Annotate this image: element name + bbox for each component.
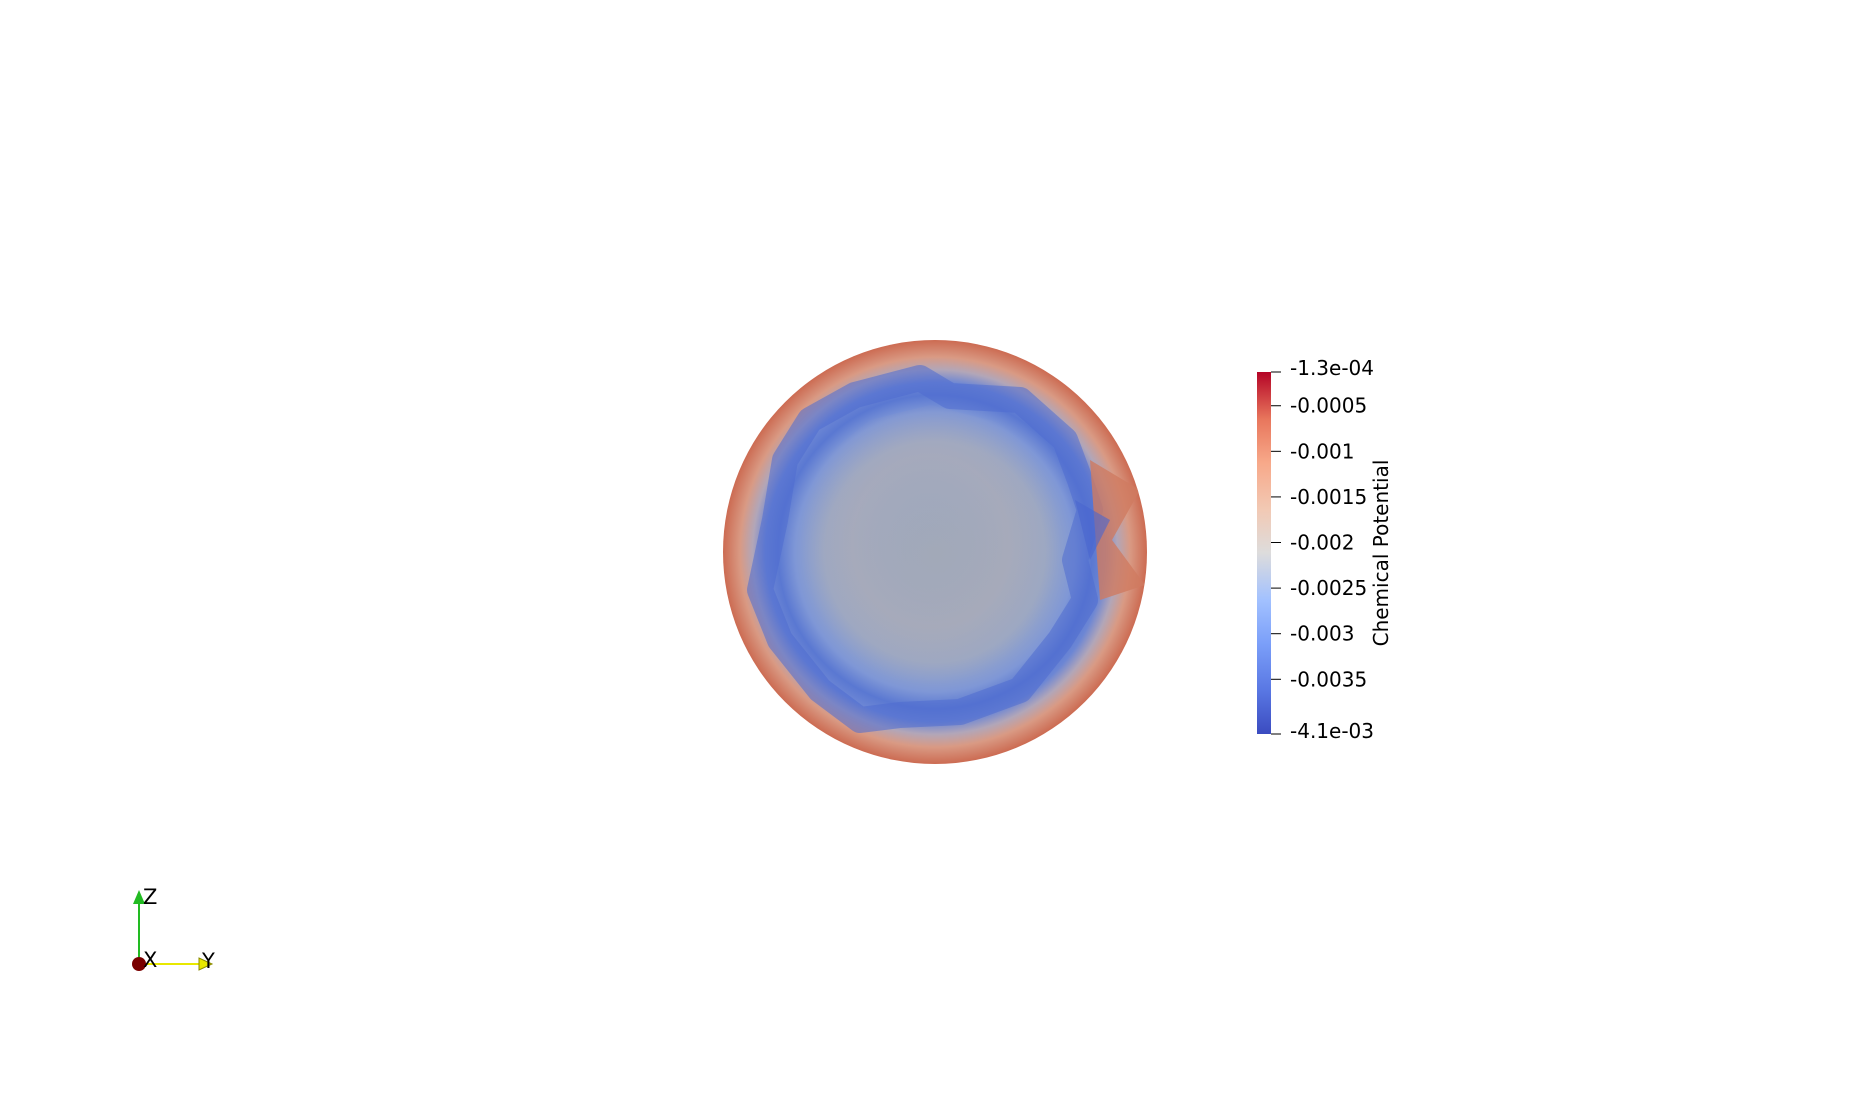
sphere-detail — [747, 365, 1145, 733]
sphere-surface[interactable] — [723, 340, 1147, 764]
tick-label: -0.003 — [1290, 622, 1354, 646]
scalar-bar-ticks: -0.0005 -0.001 -0.0015 -0.002 -0.0025 -0.003 -… — [1271, 371, 1367, 735]
z-axis-arrowhead — [133, 890, 145, 904]
x-axis-label: X — [143, 948, 157, 972]
tick-label: -0.001 — [1290, 439, 1354, 463]
tick-label: -0.0035 — [1290, 667, 1367, 691]
tick-label: -0.002 — [1290, 531, 1354, 555]
tick-label: -0.0005 — [1290, 394, 1367, 418]
tick-label: -0.0025 — [1290, 576, 1367, 600]
range-max-label: -1.3e-04 — [1290, 356, 1374, 380]
scalar-bar[interactable]: -0.0005 -0.001 -0.0015 -0.002 -0.0025 -0.003 -… — [1257, 356, 1393, 743]
scalar-bar-title: Chemical Potential — [1369, 460, 1393, 647]
x-axis-dot — [132, 957, 146, 971]
tick-label: -0.0015 — [1290, 485, 1367, 509]
y-axis-label: Y — [201, 949, 215, 973]
scalar-bar-gradient — [1257, 372, 1271, 734]
orientation-axes[interactable]: Z X Y — [132, 885, 215, 973]
z-axis-label: Z — [143, 885, 157, 909]
y-axis-arrowhead — [198, 957, 214, 971]
range-min-label: -4.1e-03 — [1290, 719, 1374, 743]
